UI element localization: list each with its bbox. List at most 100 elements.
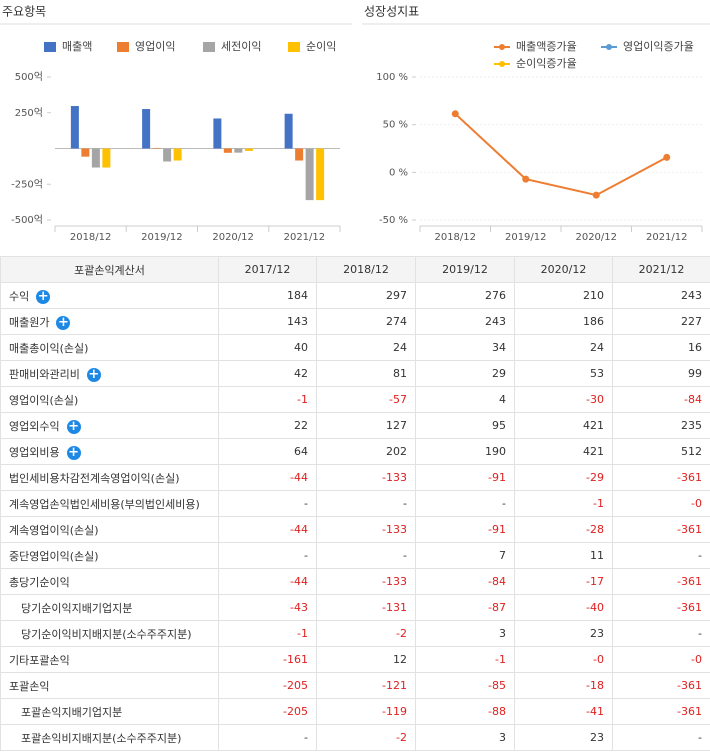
value-cell: -1 — [218, 386, 317, 413]
bar — [305, 148, 314, 201]
expand-button[interactable]: + — [66, 444, 81, 460]
value-cell: -91 — [415, 516, 515, 543]
value-cell: 24 — [316, 334, 416, 361]
value-cell: -44 — [218, 516, 317, 543]
value-cell: -85 — [415, 672, 515, 699]
row: 영업외수익 +22 127 95 421 235 — [0, 412, 710, 439]
bar — [70, 106, 79, 149]
value-cell: 297 — [316, 282, 416, 309]
value-cell: 243 — [415, 308, 515, 335]
value-cell: 210 — [514, 282, 613, 309]
legend-label: 영업이익 — [135, 40, 175, 53]
value-cell: 190 — [415, 438, 515, 465]
value-cell: -88 — [415, 698, 515, 725]
bar — [234, 148, 243, 153]
point — [522, 175, 530, 183]
value-cell: 42 — [218, 360, 317, 387]
value-cell: -133 — [316, 516, 416, 543]
header-cell: 2018/12 — [316, 256, 416, 283]
row-label: 기타포괄손익 — [0, 646, 219, 673]
value-cell: 421 — [514, 412, 613, 439]
bar — [142, 109, 151, 149]
value-cell: -2 — [316, 724, 416, 751]
value-cell: -30 — [514, 386, 613, 413]
series-line — [454, 113, 668, 197]
value-cell: - — [415, 490, 515, 517]
legend-swatch — [117, 42, 129, 52]
value-cell: -29 — [514, 464, 613, 491]
legend-label: 영업이익증가율 — [623, 40, 694, 53]
row-label: 수익 + — [0, 282, 219, 309]
label-text: 총당기순이익 — [9, 575, 70, 589]
value-cell: 3 — [415, 620, 515, 647]
value-cell: 512 — [612, 438, 710, 465]
expand-button[interactable]: + — [36, 288, 51, 304]
charts: 주요항목 500억 250억 -250억 -500억 2018/12 2019/12 2020… — [0, 5, 710, 243]
legend-marker — [499, 44, 505, 50]
row-label: 영업외수익 + — [0, 412, 219, 439]
value-cell: 276 — [415, 282, 515, 309]
value-cell: -361 — [612, 464, 710, 491]
x-tick-label: 2021/12 — [284, 232, 326, 243]
bar — [284, 113, 293, 149]
value-cell: -1 — [514, 490, 613, 517]
value-cell: - — [612, 724, 710, 751]
legend-swatch — [288, 42, 300, 52]
value-cell: 24 — [514, 334, 613, 361]
value-cell: -119 — [316, 698, 416, 725]
expand-button[interactable]: + — [56, 314, 71, 330]
label-text: 매출총이익(손실) — [9, 341, 89, 355]
label-text: 영업외비용 — [9, 445, 60, 459]
value-cell: 40 — [218, 334, 317, 361]
row: 포괄손익 -205 -121 -85 -18 -361 — [0, 672, 710, 699]
y-tick-label: 500억 — [15, 71, 43, 83]
x-tick-label: 2019/12 — [505, 232, 547, 243]
value-cell: -133 — [316, 568, 416, 595]
value-cell: -205 — [218, 698, 317, 725]
value-cell: - — [612, 542, 710, 569]
legend-label: 순이익증가율 — [516, 57, 577, 70]
expand-button[interactable]: + — [86, 366, 101, 382]
expand-button[interactable]: + — [66, 418, 81, 434]
x-tick-label: 2018/12 — [434, 232, 476, 243]
label-text: 포괄손익지배기업지분 — [21, 705, 123, 719]
value-cell: -28 — [514, 516, 613, 543]
value-cell: -84 — [612, 386, 710, 413]
value-cell: -1 — [218, 620, 317, 647]
label-text: 기타포괄손익 — [9, 653, 70, 667]
row-label: 매출원가 + — [0, 308, 219, 335]
bar — [316, 148, 325, 201]
row-label: 포괄손익지배기업지분 — [0, 698, 219, 725]
legend-marker — [606, 44, 612, 50]
value-cell: 243 — [612, 282, 710, 309]
header-row: 포괄손익계산서 2017/12 2018/12 2019/12 2020/12 2021/… — [0, 256, 710, 283]
row: 당기순이익비지배지분(소수주주지분) -1 -2 3 23- — [0, 620, 710, 647]
row: 매출원가 +143 274 243 186 227 — [0, 308, 710, 335]
legend-label: 매출액증가율 — [516, 40, 577, 53]
value-cell: -133 — [316, 464, 416, 491]
value-cell: -44 — [218, 568, 317, 595]
value-cell: -41 — [514, 698, 613, 725]
bar — [223, 148, 232, 153]
value-cell: -0 — [514, 646, 613, 673]
point — [592, 191, 600, 199]
value-cell: 22 — [218, 412, 317, 439]
row: 영업외비용 +64 202 190 421 512 — [0, 438, 710, 465]
value-cell: -361 — [612, 698, 710, 725]
header-cell: 포괄손익계산서 — [0, 256, 219, 283]
label-text: 영업이익(손실) — [9, 393, 79, 407]
value-cell: -91 — [415, 464, 515, 491]
value-cell: 95 — [415, 412, 515, 439]
y-tick-label: 250억 — [15, 107, 43, 119]
value-cell: 186 — [514, 308, 613, 335]
x-tick-label: 2019/12 — [141, 232, 183, 243]
value-cell: -2 — [316, 620, 416, 647]
value-cell: -40 — [514, 594, 613, 621]
y-tick-label: 0 % — [389, 167, 408, 178]
header-cell: 2021/12 — [612, 256, 710, 283]
label-text: 당기순이익지배기업지분 — [21, 601, 133, 615]
value-cell: 29 — [415, 360, 515, 387]
row: 판매비와관리비 +42 81 29 53 99 — [0, 360, 710, 387]
row-label: 법인세비용차감전계속영업이익(손실) — [0, 464, 219, 491]
value-cell: 81 — [316, 360, 416, 387]
